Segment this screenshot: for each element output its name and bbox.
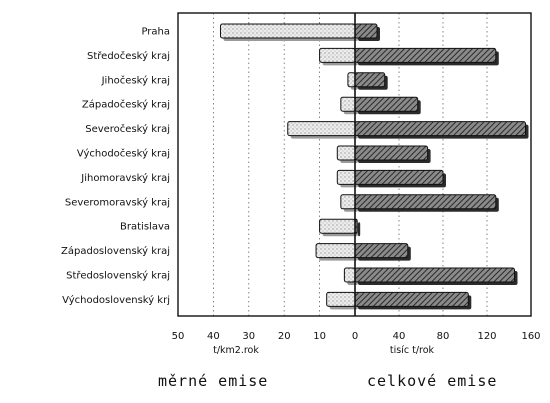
category-label: Severomoravský kraj	[65, 196, 170, 208]
category-labels-group: Praha Středočeský kraj Jihočeský kraj Západ…	[61, 27, 170, 306]
right-tick-labels: 40 80 120 160	[393, 331, 541, 342]
right-bar-8	[354, 194, 497, 210]
category-label: Východoslovenský krj	[62, 294, 170, 306]
left-bar-1	[219, 23, 356, 39]
left-tick-label: 40	[207, 331, 220, 342]
right-bar-2	[354, 47, 497, 63]
category-label: Praha	[141, 27, 170, 38]
right-bar-7	[354, 169, 444, 185]
left-bar-9	[319, 218, 356, 234]
right-bar-12	[354, 291, 469, 307]
left-bar-11	[343, 267, 356, 283]
category-label: Západoslovenský kraj	[61, 245, 170, 257]
category-label: Jihočeský kraj	[101, 74, 170, 86]
right-bar-6	[354, 145, 429, 161]
right-bars-group	[354, 23, 529, 310]
left-axis-label: t/km2.rok	[213, 345, 259, 356]
left-bar-5	[287, 121, 356, 137]
left-tick-label: 30	[242, 331, 255, 342]
right-tick-label: 120	[477, 331, 496, 342]
category-label: Jihomoravský kraj	[80, 172, 170, 184]
left-bar-8	[340, 194, 356, 210]
right-bar-10	[354, 243, 409, 259]
right-tick-label: 80	[437, 331, 450, 342]
left-caption: měrné emise	[158, 372, 269, 390]
left-bar-3	[347, 72, 356, 88]
left-tick-label: 20	[278, 331, 291, 342]
left-bar-10	[315, 243, 356, 259]
right-bar-5	[354, 121, 526, 137]
right-bar-11	[354, 267, 515, 283]
category-label: Bratislava	[120, 222, 170, 233]
right-bar-3	[354, 72, 386, 88]
left-bar-6	[336, 145, 356, 161]
right-axis-label: tisíc t/rok	[390, 345, 435, 356]
left-tick-labels: 50 40 30 20 10 0	[172, 331, 359, 342]
left-bar-4	[340, 96, 356, 112]
category-label: Východočeský kraj	[77, 148, 170, 160]
category-label: Západočeský kraj	[82, 99, 170, 111]
category-label: Severočeský kraj	[85, 123, 170, 135]
left-tick-label: 0	[352, 331, 358, 342]
left-tick-label: 50	[172, 331, 185, 342]
left-bars-group	[219, 23, 358, 310]
left-bar-12	[326, 291, 356, 307]
right-bar-1	[354, 23, 378, 39]
plot-frame	[177, 12, 532, 317]
left-bar-7	[336, 169, 356, 185]
right-tick-label: 40	[393, 331, 406, 342]
left-tick-label: 10	[313, 331, 326, 342]
right-caption: celkové emise	[367, 372, 498, 390]
right-bar-4	[354, 96, 419, 112]
left-bar-2	[319, 47, 356, 63]
right-tick-label: 160	[521, 331, 540, 342]
category-label: Středočeský kraj	[87, 50, 170, 62]
right-bar-shadow	[358, 222, 361, 237]
category-label: Středoslovenský kraj	[66, 270, 170, 282]
